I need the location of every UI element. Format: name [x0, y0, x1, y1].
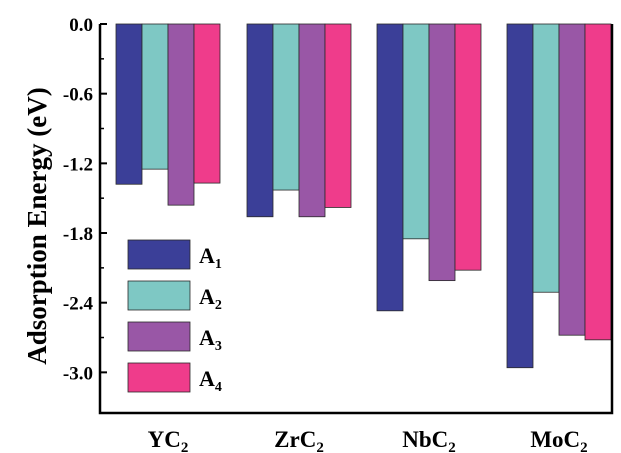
axes-frame — [98, 24, 614, 415]
legend-label-a4: A4 — [199, 366, 222, 395]
y-tick-label: -3.0 — [63, 363, 93, 384]
legend-label-a3: A3 — [199, 325, 222, 354]
y-tick-label: -1.2 — [63, 154, 93, 175]
x-category-label-nbc: NbC2 — [402, 427, 456, 453]
bar-nbc-a3 — [428, 23, 456, 282]
bar-nbc-a1 — [376, 23, 404, 312]
x-category-label-moc: MoC2 — [530, 427, 587, 453]
bar-zrc-a4 — [324, 23, 352, 208]
bar-yc-a2 — [141, 23, 169, 170]
y-tick-label: -0.6 — [63, 85, 93, 106]
bar-moc-a2 — [532, 23, 560, 293]
bar-zrc-a1 — [246, 23, 274, 218]
legend-swatch-a4 — [127, 362, 191, 393]
bar-zrc-a2 — [272, 23, 300, 191]
legend-label-a2: A2 — [199, 284, 222, 313]
bar-yc-a1 — [115, 23, 143, 185]
bar-moc-a4 — [584, 23, 612, 341]
bar-zrc-a3 — [298, 23, 326, 218]
legend: A1 A2 A3 A4 — [127, 239, 222, 395]
bars-group — [115, 23, 612, 369]
legend-swatch-a3 — [127, 321, 191, 352]
y-tick-label: -2.4 — [63, 294, 94, 315]
y-tick-label: -1.8 — [63, 224, 93, 245]
legend-swatch-a1 — [127, 239, 191, 270]
bar-nbc-a4 — [454, 23, 482, 271]
axes-group — [98, 24, 614, 415]
bar-yc-a3 — [167, 23, 195, 206]
bar-moc-a3 — [558, 23, 586, 336]
legend-swatch-a2 — [127, 280, 191, 311]
y-axis-label: Adsorption Energy (eV) — [22, 87, 52, 365]
x-categories-group: YC2 ZrC2 NbC2 MoC2 — [148, 427, 588, 453]
y-tick-label: 0.0 — [69, 15, 93, 36]
legend-label-a1: A1 — [199, 243, 222, 272]
bar-yc-a4 — [193, 23, 221, 184]
y-ticks-group: 0.0 -0.6 -1.2 -1.8 -2.4 -3.0 — [63, 15, 107, 384]
x-category-label-zrc: ZrC2 — [274, 427, 324, 453]
x-category-label-yc: YC2 — [148, 427, 189, 453]
bar-moc-a1 — [506, 23, 534, 369]
bar-nbc-a2 — [402, 23, 430, 240]
